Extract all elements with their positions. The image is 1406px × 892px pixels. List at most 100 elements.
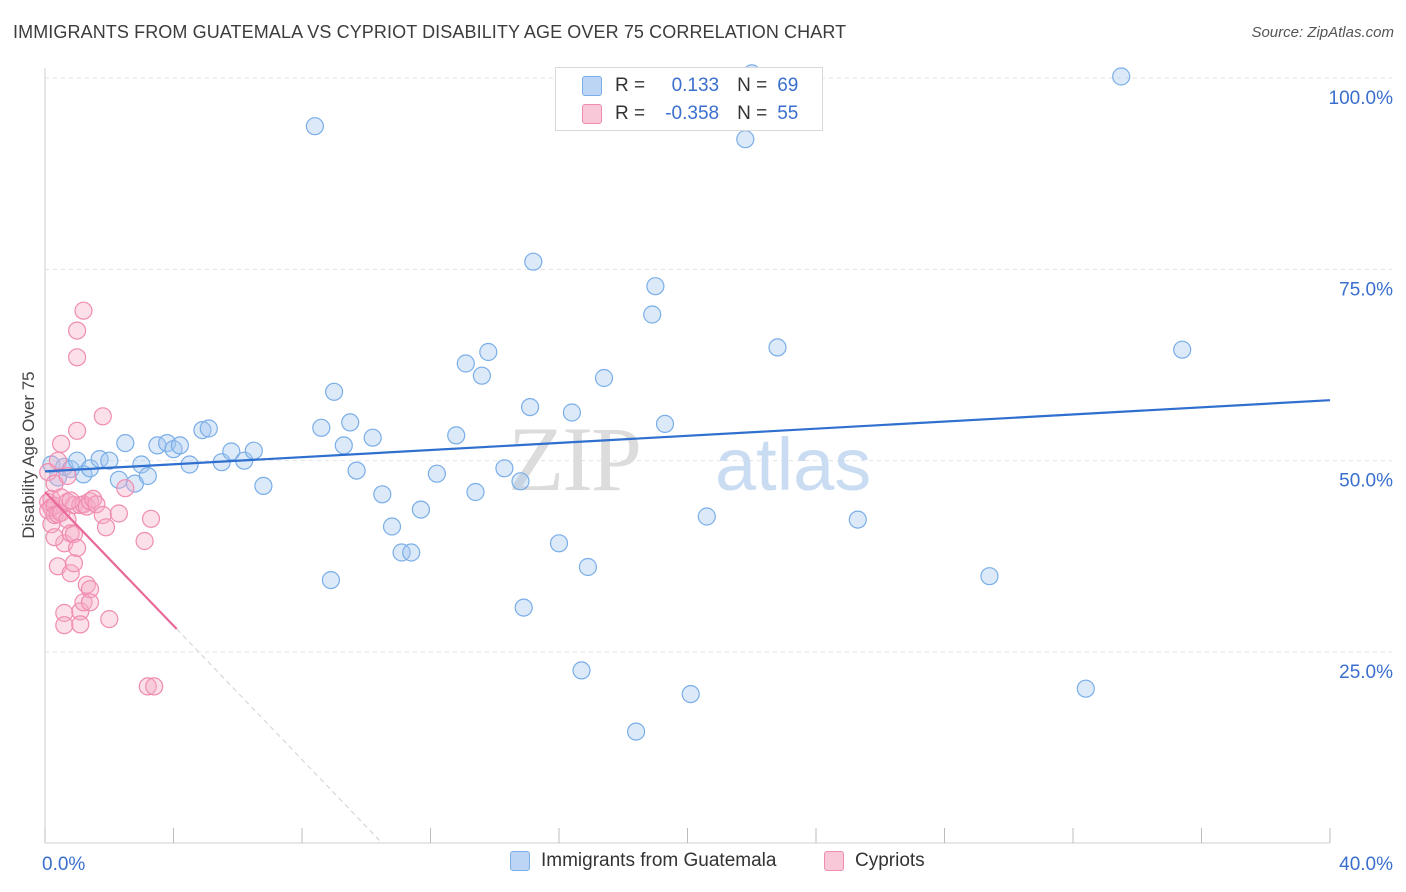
data-point bbox=[697, 507, 716, 526]
data-point bbox=[254, 476, 273, 495]
bottom-legend-cypriots: Cypriots bbox=[824, 850, 925, 872]
bottom-legend-swatch-pink bbox=[824, 851, 844, 871]
data-point bbox=[100, 609, 119, 629]
bottom-legend-label-guatemala: Immigrants from Guatemala bbox=[541, 850, 777, 871]
data-point bbox=[495, 459, 514, 478]
y-tick-label: 100.0% bbox=[1329, 88, 1394, 109]
data-point bbox=[511, 472, 530, 491]
data-point bbox=[646, 277, 665, 296]
data-point bbox=[67, 538, 87, 558]
data-point bbox=[93, 407, 112, 426]
data-point bbox=[199, 419, 218, 438]
data-point bbox=[514, 598, 533, 617]
data-point bbox=[626, 722, 646, 741]
data-point bbox=[373, 485, 392, 504]
bottom-legend-label-cypriots: Cypriots bbox=[855, 850, 925, 871]
y-tick-label: 50.0% bbox=[1339, 471, 1393, 492]
legend-swatch-cypriots bbox=[582, 104, 602, 124]
data-point bbox=[334, 436, 353, 455]
data-point bbox=[61, 564, 80, 583]
data-point bbox=[655, 414, 675, 433]
x-tick-label-min: 0.0% bbox=[42, 854, 85, 875]
data-point bbox=[96, 518, 116, 537]
data-point bbox=[305, 117, 324, 136]
data-point bbox=[312, 418, 331, 437]
data-point bbox=[145, 677, 164, 696]
chart-title: IMMIGRANTS FROM GUATEMALA VS CYPRIOT DIS… bbox=[13, 22, 847, 42]
data-point bbox=[520, 398, 540, 417]
data-point bbox=[1112, 67, 1131, 86]
legend-n-label: N = bbox=[737, 103, 768, 124]
data-point bbox=[578, 557, 598, 577]
data-point bbox=[572, 661, 591, 680]
bottom-legend-swatch-blue bbox=[510, 851, 530, 871]
data-point bbox=[80, 580, 100, 599]
trendline-cypriots bbox=[44, 491, 178, 630]
data-point bbox=[100, 451, 119, 470]
legend-row-cypriots: R = -0.358 N = 55 bbox=[582, 100, 798, 128]
data-point bbox=[980, 567, 999, 586]
data-point bbox=[71, 615, 90, 634]
data-point bbox=[138, 677, 157, 696]
data-point bbox=[447, 426, 466, 445]
trendlines bbox=[44, 399, 1331, 844]
data-point bbox=[58, 466, 77, 486]
data-point bbox=[64, 524, 84, 544]
y-tick-label: 25.0% bbox=[1339, 662, 1393, 683]
points-layer bbox=[39, 64, 1192, 741]
data-point bbox=[456, 354, 475, 373]
data-point bbox=[170, 436, 189, 455]
legend-n-value: 55 bbox=[777, 103, 799, 124]
gridlines bbox=[45, 77, 1392, 653]
data-point bbox=[562, 403, 582, 422]
source-label: Source: ZipAtlas.com bbox=[1251, 24, 1394, 41]
legend-r-value: 0.133 bbox=[671, 75, 720, 96]
legend-swatch-guatemala bbox=[582, 76, 602, 96]
watermark: ZIP atlas bbox=[508, 408, 871, 510]
y-tick-label: 75.0% bbox=[1339, 279, 1393, 300]
legend-r-label: R = bbox=[615, 103, 646, 124]
trendline-cypriots-extension bbox=[176, 628, 383, 844]
data-point bbox=[681, 684, 700, 704]
series-cypriots-points bbox=[39, 301, 164, 696]
data-point bbox=[594, 368, 614, 388]
data-point bbox=[549, 534, 569, 553]
data-point bbox=[427, 464, 446, 483]
legend-n-label: N = bbox=[737, 75, 768, 96]
watermark-atlas: atlas bbox=[715, 423, 871, 506]
axis-labels: 25.0% 50.0% 75.0% 100.0% 0.0% 40.0% Disability… bbox=[19, 88, 1393, 875]
y-axis-title: Disability Age Over 75 bbox=[19, 371, 38, 538]
legend-r-label: R = bbox=[615, 75, 646, 96]
data-point bbox=[479, 342, 498, 362]
legend-n-value: 69 bbox=[777, 75, 799, 96]
data-point bbox=[411, 500, 430, 519]
data-point bbox=[80, 593, 100, 612]
data-point bbox=[141, 509, 161, 528]
data-point bbox=[135, 531, 154, 551]
data-point bbox=[116, 434, 135, 453]
data-point bbox=[116, 479, 135, 498]
data-point bbox=[67, 421, 87, 440]
data-point bbox=[347, 461, 366, 480]
data-point bbox=[74, 301, 93, 320]
stats-legend: R = 0.133 N = 69 R = -0.358 N = 55 bbox=[555, 67, 823, 131]
data-point bbox=[325, 382, 344, 401]
data-point bbox=[466, 482, 485, 502]
data-point bbox=[55, 616, 74, 635]
data-point bbox=[84, 489, 103, 508]
data-point bbox=[363, 428, 382, 447]
data-point bbox=[321, 570, 340, 590]
data-point bbox=[524, 252, 543, 271]
series-guatemala-points bbox=[42, 64, 1192, 741]
data-point bbox=[848, 510, 867, 529]
data-point bbox=[382, 517, 402, 536]
data-point bbox=[244, 441, 263, 460]
data-point bbox=[51, 434, 71, 453]
data-point bbox=[472, 366, 491, 385]
x-tick-label-max: 40.0% bbox=[1339, 854, 1393, 875]
data-point bbox=[61, 491, 80, 510]
bottom-legend-guatemala: Immigrants from Guatemala bbox=[510, 850, 776, 872]
data-point bbox=[643, 305, 662, 324]
data-point bbox=[45, 528, 64, 547]
